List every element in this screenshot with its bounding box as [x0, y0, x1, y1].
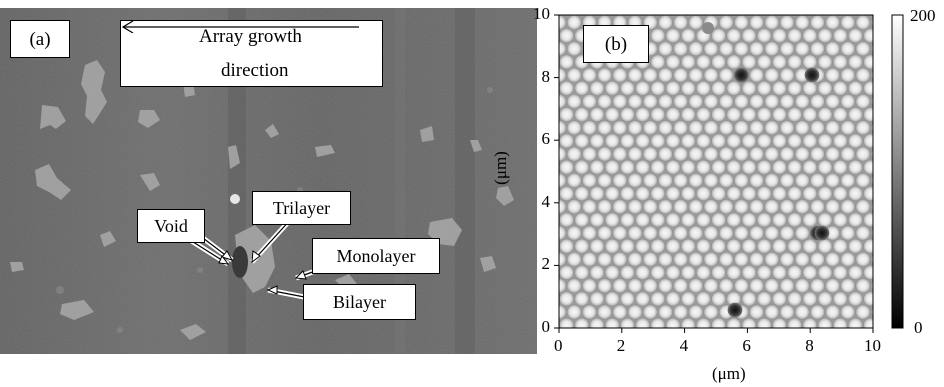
trilayer-label: Trilayer: [252, 191, 351, 225]
colorbar-min-label: 0: [914, 318, 923, 337]
void-spot: [232, 246, 248, 278]
growth-direction-line1: Array growth: [199, 26, 302, 47]
left-arrow-icon: [121, 21, 359, 33]
panel-a-sem-image: (a) Array growth direction Void Trilayer…: [0, 8, 537, 354]
x-tick-label: 8: [805, 336, 814, 355]
growth-direction-box: Array growth direction: [120, 20, 383, 87]
x-tick-label: 0: [554, 336, 563, 355]
y-axis-title: (μm): [490, 151, 510, 185]
void-label: Void: [137, 209, 205, 243]
bilayer-label: Bilayer: [303, 284, 416, 320]
x-tick-label: 4: [679, 336, 689, 355]
x-axis-title: (μm): [712, 364, 746, 383]
panel-b-label: (b): [583, 25, 649, 63]
y-tick-label: 0: [541, 317, 551, 336]
y-tick-label: 8: [541, 66, 551, 86]
afm-height-map: [554, 14, 904, 333]
monolayer-label: Monolayer: [312, 238, 440, 274]
x-tick-label: 10: [864, 336, 881, 355]
trilayer-particle: [230, 194, 240, 204]
y-tick-label: 6: [541, 129, 551, 149]
colorbar-max-label: 200: [910, 6, 936, 25]
y-tick-label: 2: [541, 254, 551, 274]
growth-direction-line2: direction: [221, 60, 289, 81]
x-tick-label: 2: [616, 336, 626, 355]
panel-b-afm-image: (b) 0 2 4 6 8 10 0 2 4 6 8 10 (μm) (μm) 200 0: [490, 0, 944, 387]
x-tick-label: 6: [742, 336, 751, 355]
colorbar: [891, 14, 904, 329]
y-tick-label: 4: [541, 191, 551, 211]
panel-a-label: (a): [10, 20, 70, 58]
y-tick-label: 10: [533, 4, 550, 23]
